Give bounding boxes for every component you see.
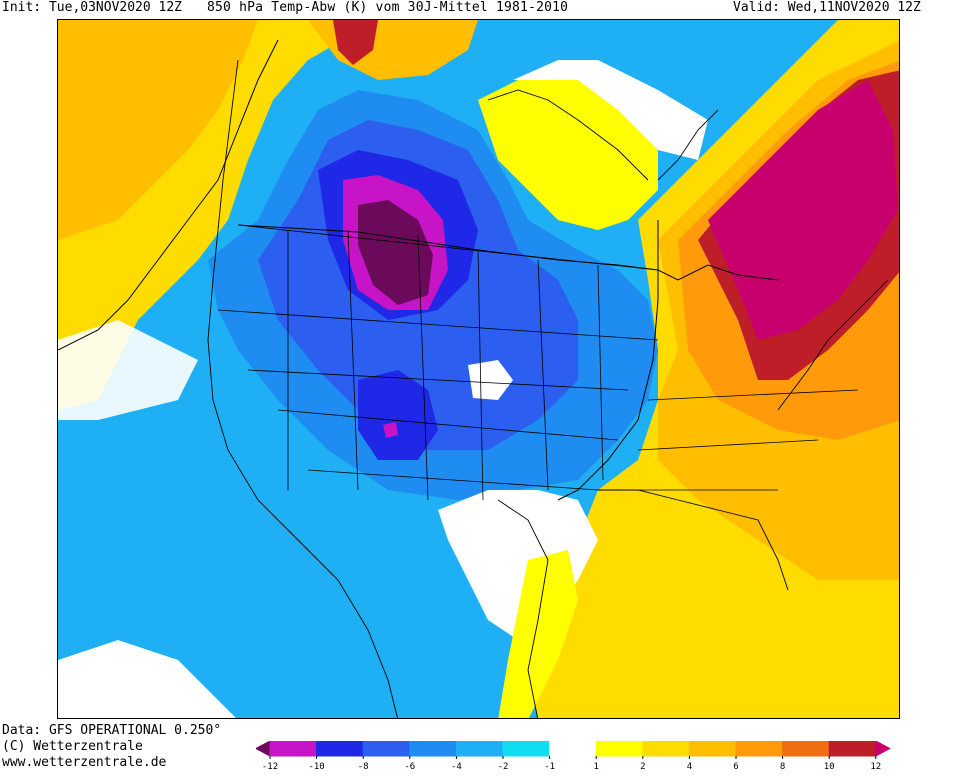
variable-title: 850 hPa Temp-Abw (K) vom 30J-Mittel 1981… <box>207 0 569 15</box>
data-source-label: Data: GFS OPERATIONAL 0.250° <box>2 723 222 738</box>
anomaly-map <box>57 19 900 719</box>
magenta-spot-south <box>383 422 398 438</box>
zero-anomaly-contour-east <box>557 220 659 501</box>
gulf-warm-region <box>498 550 578 718</box>
legend-swatch <box>455 741 504 757</box>
neutral-blob-plains <box>468 360 513 400</box>
legend-swatch <box>269 741 318 757</box>
coastlines <box>207 59 889 718</box>
legend-swatch <box>409 741 457 757</box>
valid-time-label: Valid: Wed,11NOV2020 12Z <box>733 0 921 15</box>
legend-swatch <box>256 741 271 757</box>
extreme-cold-core <box>358 200 433 305</box>
white-pacific-band <box>58 320 198 420</box>
legend-tick-label: 1 <box>593 762 598 772</box>
legend-swatch <box>362 741 411 757</box>
color-legend: -12 -10 -8 -6 -4 -2 -1 1 2 4 6 8 10 12 <box>256 741 958 781</box>
warm-pacific-core <box>58 20 258 240</box>
legend-tick-label: -10 <box>308 762 324 772</box>
legend-tick-label: -6 <box>404 762 415 772</box>
legend-swatch <box>875 741 891 757</box>
legend-tick-label: 10 <box>824 762 835 772</box>
legend-tick-label: -8 <box>358 762 369 772</box>
legend-tick-label: 2 <box>640 762 645 772</box>
legend-swatch <box>828 741 877 757</box>
legend-tick-label: -1 <box>544 762 555 772</box>
neutral-region-bottom-left <box>58 640 236 718</box>
chart-header: Init: Tue,03NOV2020 12Z 850 hPa Temp-Abw… <box>0 0 962 18</box>
data-credits: Data: GFS OPERATIONAL 0.250° (C) Wetterz… <box>2 723 221 771</box>
hudson-neutral-region <box>513 60 708 160</box>
zero-anomaly-contour <box>58 39 279 351</box>
legend-swatch <box>735 741 784 757</box>
canada-us-border <box>237 224 779 281</box>
legend-swatch <box>502 741 551 757</box>
cold-pocket-southwest <box>358 370 438 460</box>
website-url: www.wetterzentrale.de <box>2 755 167 770</box>
legend-swatch <box>316 741 364 757</box>
copyright-label: (C) Wetterzentrale <box>2 739 143 754</box>
legend-bar: -12 -10 -8 -6 -4 -2 -1 1 2 4 6 8 10 12 <box>256 741 891 772</box>
legend-tick-label: 4 <box>687 762 692 772</box>
eastern-very-hot-region <box>708 80 898 340</box>
legend-tick-label: 8 <box>780 762 785 772</box>
legend-swatch <box>595 741 644 757</box>
hot-arctic-patch <box>333 20 378 65</box>
map-svg <box>58 20 899 718</box>
legend-tick-label: 6 <box>733 762 738 772</box>
legend-tick-label: -4 <box>451 762 462 772</box>
hudson-warm-region <box>478 70 658 230</box>
legend-tick-label: 12 <box>870 762 881 772</box>
legend-tick-label: -2 <box>498 762 509 772</box>
init-time-label: Init: Tue,03NOV2020 12Z <box>2 0 183 15</box>
legend-swatch <box>782 741 830 757</box>
legend-swatch <box>549 741 597 757</box>
us-state-borders <box>217 224 859 501</box>
legend-swatch <box>642 741 690 757</box>
legend-swatch <box>688 741 737 757</box>
legend-tick-label: -12 <box>262 762 278 772</box>
